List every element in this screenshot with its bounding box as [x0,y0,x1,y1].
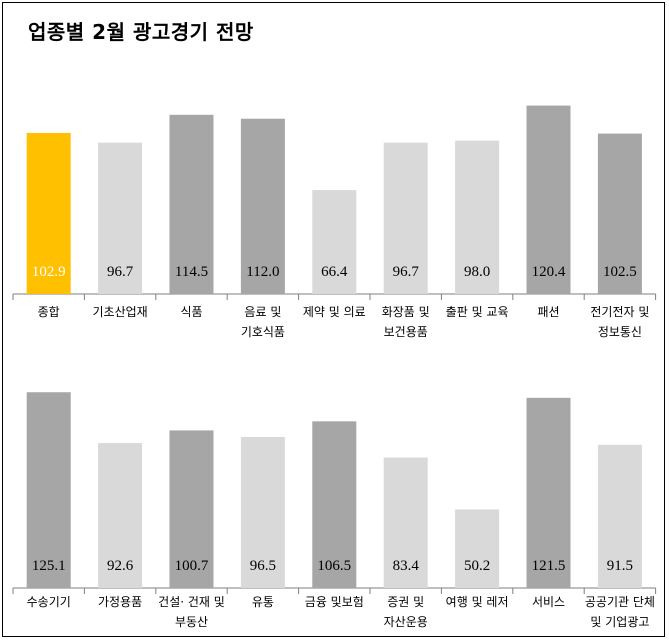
data-label: 96.7 [107,264,134,280]
bar [597,133,642,294]
category-label: 기호식품 [241,325,285,339]
data-label: 114.5 [175,264,208,280]
bar [98,443,143,588]
bar [169,430,214,588]
category-label: 보건용품 [384,325,428,339]
bar [455,140,500,294]
category-label: 화장품 및 [382,305,430,319]
data-label: 112.0 [246,264,279,280]
category-label: 출판 및 교육 [446,305,509,319]
category-label: 정보통신 [598,325,642,339]
data-label: 83.4 [393,558,420,574]
bar [169,114,214,295]
category-label: 기초산업재 [92,305,147,319]
bar [312,190,357,294]
category-label: 부동산 [175,615,208,629]
bar [240,118,285,294]
bar [26,392,71,588]
data-label: 121.5 [532,558,566,574]
data-label: 98.0 [464,264,490,280]
bar [26,132,71,294]
bar [240,436,285,588]
bar [597,444,642,588]
category-label: 식품 [180,305,202,319]
category-label: 공공기관 단체 [585,595,655,609]
category-label: 패션 [537,305,559,319]
category-label: 전기전자 및 [590,305,649,319]
category-label: 서비스 [532,595,565,609]
data-label: 91.5 [607,558,633,574]
bar [526,397,571,588]
data-label: 100.7 [175,558,209,574]
category-label: 금융 및보험 [305,595,364,609]
data-label: 66.4 [321,264,348,280]
data-label: 92.6 [107,558,134,574]
category-label: 여행 및 레저 [446,594,509,609]
data-label: 106.5 [317,558,351,574]
data-label: 102.5 [603,264,637,280]
data-label: 96.5 [250,558,276,574]
category-label: 증권 및 [387,595,424,609]
category-label: 유통 [252,595,274,609]
chart-title: 업종별 2월 광고경기 전망 [28,20,254,44]
category-label: 음료 및 [244,305,281,319]
category-label: 종합 [38,305,60,319]
category-label: 건설· 건재 및 [158,595,225,609]
bar [312,421,357,588]
data-label: 102.9 [32,264,66,280]
category-label: 수송기기 [27,595,71,609]
bar [383,142,428,294]
category-label: 가정용품 [98,595,142,609]
data-label: 96.7 [393,264,420,280]
category-label: 자산운용 [384,615,428,629]
bar [526,105,571,294]
data-label: 120.4 [532,264,566,280]
category-label: 제약 및 의료 [303,304,366,319]
data-label: 50.2 [464,558,490,574]
data-label: 125.1 [32,558,66,574]
bar [98,142,143,294]
category-label: 및 기업광고 [590,615,649,629]
bar [383,457,428,588]
bar [455,509,500,588]
